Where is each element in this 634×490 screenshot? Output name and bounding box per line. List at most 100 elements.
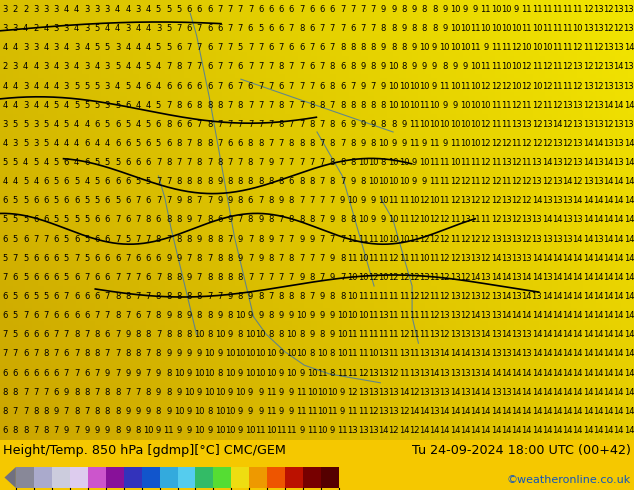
Text: 6: 6 bbox=[288, 43, 294, 52]
Text: 7: 7 bbox=[340, 24, 346, 33]
Text: 14: 14 bbox=[470, 426, 481, 435]
Text: 14: 14 bbox=[542, 388, 552, 397]
Text: 8: 8 bbox=[166, 368, 171, 377]
Text: 6: 6 bbox=[278, 24, 284, 33]
Text: 7: 7 bbox=[115, 368, 120, 377]
Text: 9: 9 bbox=[514, 5, 519, 14]
Text: 4: 4 bbox=[84, 43, 89, 52]
Text: 9: 9 bbox=[64, 388, 69, 397]
Text: 10: 10 bbox=[256, 330, 266, 339]
Text: 7: 7 bbox=[350, 5, 356, 14]
Text: 4: 4 bbox=[136, 43, 141, 52]
Text: 9: 9 bbox=[422, 139, 427, 148]
Text: 12: 12 bbox=[389, 254, 399, 263]
Text: 14: 14 bbox=[593, 254, 604, 263]
Text: 3: 3 bbox=[136, 5, 141, 14]
Text: 7: 7 bbox=[146, 368, 151, 377]
Text: 7: 7 bbox=[228, 43, 233, 52]
Text: 14: 14 bbox=[624, 426, 634, 435]
Text: 14: 14 bbox=[593, 273, 604, 282]
Text: 8: 8 bbox=[197, 311, 202, 320]
Text: 9: 9 bbox=[381, 62, 386, 72]
Text: 14: 14 bbox=[491, 368, 501, 377]
Text: 7: 7 bbox=[207, 196, 212, 205]
Text: 13: 13 bbox=[562, 196, 573, 205]
Text: 10: 10 bbox=[450, 158, 460, 167]
Text: 8: 8 bbox=[43, 349, 49, 358]
Text: 11: 11 bbox=[470, 158, 481, 167]
Bar bbox=[124, 467, 141, 488]
Text: 6: 6 bbox=[94, 216, 100, 224]
Text: 8: 8 bbox=[268, 254, 274, 263]
Text: 5: 5 bbox=[64, 216, 69, 224]
Text: 6: 6 bbox=[207, 62, 212, 72]
Text: 13: 13 bbox=[593, 158, 604, 167]
Text: 6: 6 bbox=[320, 5, 325, 14]
Text: 14: 14 bbox=[429, 368, 440, 377]
Text: 10: 10 bbox=[531, 82, 542, 91]
Text: 11: 11 bbox=[389, 330, 399, 339]
Text: 9: 9 bbox=[442, 5, 448, 14]
Text: 8: 8 bbox=[217, 101, 223, 110]
Text: 10: 10 bbox=[194, 426, 205, 435]
Text: 9: 9 bbox=[391, 139, 396, 148]
Text: 4: 4 bbox=[23, 62, 28, 72]
Text: 6: 6 bbox=[166, 82, 171, 91]
Text: 14: 14 bbox=[624, 43, 634, 52]
Text: 5: 5 bbox=[115, 62, 120, 72]
Text: 14: 14 bbox=[531, 388, 542, 397]
Text: 10: 10 bbox=[389, 158, 399, 167]
Text: 12: 12 bbox=[511, 196, 522, 205]
Text: 7: 7 bbox=[105, 292, 110, 301]
Text: 14: 14 bbox=[573, 254, 583, 263]
Text: 13: 13 bbox=[613, 43, 624, 52]
Text: 14: 14 bbox=[562, 273, 573, 282]
Text: 5: 5 bbox=[43, 120, 49, 129]
Text: 7: 7 bbox=[268, 292, 274, 301]
Text: 7: 7 bbox=[166, 196, 171, 205]
Text: 12: 12 bbox=[347, 388, 358, 397]
Text: 6: 6 bbox=[176, 120, 181, 129]
Text: 7: 7 bbox=[23, 388, 29, 397]
Text: 11: 11 bbox=[583, 43, 593, 52]
Text: 11: 11 bbox=[552, 5, 562, 14]
Text: 9: 9 bbox=[453, 62, 458, 72]
Text: 14: 14 bbox=[614, 235, 624, 244]
Text: 10: 10 bbox=[225, 407, 235, 416]
Text: 4: 4 bbox=[33, 62, 39, 72]
Text: 14: 14 bbox=[624, 196, 634, 205]
Text: 8: 8 bbox=[217, 254, 223, 263]
Text: 7: 7 bbox=[299, 101, 304, 110]
Text: 10: 10 bbox=[317, 426, 327, 435]
Text: 6: 6 bbox=[238, 139, 243, 148]
Text: 5: 5 bbox=[166, 43, 171, 52]
Text: 12: 12 bbox=[409, 426, 420, 435]
Text: 8: 8 bbox=[370, 62, 376, 72]
Text: 12: 12 bbox=[573, 82, 583, 91]
Text: 9: 9 bbox=[176, 426, 181, 435]
Text: 11: 11 bbox=[337, 426, 348, 435]
Text: 14: 14 bbox=[511, 311, 522, 320]
Text: 11: 11 bbox=[419, 311, 430, 320]
Text: 8: 8 bbox=[156, 311, 161, 320]
Text: 6: 6 bbox=[125, 177, 131, 186]
Text: 3: 3 bbox=[105, 82, 110, 91]
Text: 8: 8 bbox=[299, 24, 304, 33]
Text: 11: 11 bbox=[521, 24, 532, 33]
Text: 7: 7 bbox=[53, 426, 59, 435]
Text: 6: 6 bbox=[309, 24, 314, 33]
Text: 14: 14 bbox=[552, 426, 562, 435]
Text: 6: 6 bbox=[53, 235, 59, 244]
Text: 5: 5 bbox=[125, 120, 131, 129]
Text: 12: 12 bbox=[521, 139, 532, 148]
Text: 11: 11 bbox=[368, 311, 378, 320]
Text: 13: 13 bbox=[624, 82, 634, 91]
Text: 10: 10 bbox=[429, 101, 440, 110]
Text: 12: 12 bbox=[603, 120, 614, 129]
Text: 4: 4 bbox=[74, 62, 79, 72]
Text: 12: 12 bbox=[542, 139, 552, 148]
Text: 9: 9 bbox=[238, 235, 243, 244]
Text: 7: 7 bbox=[43, 311, 49, 320]
Text: 8: 8 bbox=[391, 24, 396, 33]
Text: 14: 14 bbox=[531, 349, 542, 358]
